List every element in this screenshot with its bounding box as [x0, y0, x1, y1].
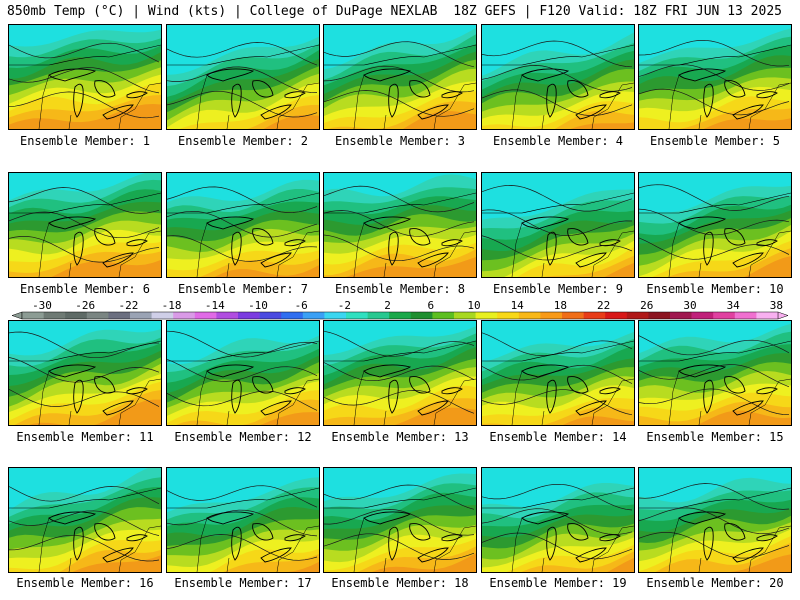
ensemble-member-label-12: Ensemble Member: 12 — [174, 430, 312, 444]
ensemble-member-label-20: Ensemble Member: 20 — [646, 576, 784, 590]
colorbar-segment — [302, 312, 325, 319]
colorbar-tick-label: 2 — [384, 300, 391, 312]
ensemble-member-label-2: Ensemble Member: 2 — [177, 134, 309, 148]
ensemble-map-10 — [638, 172, 792, 278]
colorbar-tick-label: -14 — [205, 300, 225, 312]
colorbar-segment — [540, 312, 563, 319]
ensemble-member-label-6: Ensemble Member: 6 — [19, 282, 151, 296]
colorbar-segment — [583, 312, 606, 319]
run-valid-time: 18Z GEFS | F120 Valid: 18Z FRI JUN 13 20… — [453, 4, 782, 19]
colorbar-tick-label: 6 — [427, 300, 434, 312]
ensemble-member-label-19: Ensemble Member: 19 — [489, 576, 627, 590]
colorbar-segment — [43, 312, 66, 319]
colorbar-tick-label: 22 — [597, 300, 610, 312]
colorbar-tick-label: -26 — [75, 300, 95, 312]
colorbar-tick-label: -18 — [162, 300, 182, 312]
colorbar-segment — [367, 312, 390, 319]
colorbar-segment — [691, 312, 714, 319]
ensemble-map-9 — [481, 172, 635, 278]
ensemble-map-15 — [638, 320, 792, 426]
colorbar-segment — [346, 312, 368, 319]
ensemble-map-17 — [166, 467, 320, 573]
colorbar-tick-label: -2 — [338, 300, 351, 312]
ensemble-map-2 — [166, 24, 320, 130]
colorbar-segment — [238, 312, 260, 319]
colorbar-tick-label: 38 — [770, 300, 783, 312]
ensemble-map-6 — [8, 172, 162, 278]
ensemble-member-label-8: Ensemble Member: 8 — [334, 282, 466, 296]
colorbar-tick-label: 10 — [467, 300, 480, 312]
colorbar-segment — [562, 312, 584, 319]
colorbar-segment — [713, 312, 736, 319]
colorbar-segment — [497, 312, 520, 319]
ensemble-map-8 — [323, 172, 477, 278]
colorbar-tick-label: -30 — [32, 300, 52, 312]
colorbar-segment — [670, 312, 692, 319]
colorbar-segment — [281, 312, 304, 319]
ensemble-member-label-7: Ensemble Member: 7 — [177, 282, 309, 296]
colorbar-tick-label: -6 — [295, 300, 308, 312]
colorbar-segment — [734, 312, 757, 319]
colorbar-tick-label: 30 — [683, 300, 696, 312]
ensemble-map-5 — [638, 24, 792, 130]
ensemble-member-label-1: Ensemble Member: 1 — [19, 134, 151, 148]
colorbar-segment — [648, 312, 671, 319]
ensemble-member-label-14: Ensemble Member: 14 — [489, 430, 627, 444]
colorbar-tick-label: 34 — [727, 300, 741, 312]
ensemble-member-label-4: Ensemble Member: 4 — [492, 134, 624, 148]
ensemble-member-label-13: Ensemble Member: 13 — [331, 430, 469, 444]
ensemble-map-19 — [481, 467, 635, 573]
colorbar-segment — [475, 312, 498, 319]
ensemble-member-label-10: Ensemble Member: 10 — [646, 282, 784, 296]
colorbar-segment — [151, 312, 174, 319]
ensemble-member-label-5: Ensemble Member: 5 — [649, 134, 781, 148]
ensemble-map-11 — [8, 320, 162, 426]
colorbar-segment — [518, 312, 541, 319]
colorbar-tick-label: -22 — [118, 300, 138, 312]
colorbar-segment — [410, 312, 433, 319]
colorbar-segment — [65, 312, 88, 319]
colorbar-tick-label: -10 — [248, 300, 268, 312]
colorbar-high-arrow — [777, 311, 789, 320]
ensemble-map-12 — [166, 320, 320, 426]
colorbar-segment — [22, 312, 44, 319]
colorbar-low-arrow — [11, 311, 23, 320]
ensemble-member-label-17: Ensemble Member: 17 — [174, 576, 312, 590]
colorbar-tick-label: 18 — [554, 300, 567, 312]
colorbar-tick-label: 14 — [511, 300, 525, 312]
ensemble-map-18 — [323, 467, 477, 573]
colorbar-segment — [86, 312, 109, 319]
colorbar-segment — [454, 312, 476, 319]
colorbar-tick-label: 26 — [640, 300, 653, 312]
colorbar-segment — [756, 312, 779, 319]
ensemble-member-label-3: Ensemble Member: 3 — [334, 134, 466, 148]
ensemble-map-4 — [481, 24, 635, 130]
colorbar-segment — [432, 312, 455, 319]
map-title: 850mb Temp (°C) | Wind (kts) | College o… — [7, 4, 438, 19]
ensemble-map-13 — [323, 320, 477, 426]
colorbar-segment — [605, 312, 628, 319]
temperature-color-scale: -30 -26 -22 -18 -14 -10 -6 -2 2 6 10 14 18 22 26 30 34 38… — [11, 300, 789, 320]
ensemble-member-label-18: Ensemble Member: 18 — [331, 576, 469, 590]
colorbar-segment — [216, 312, 239, 319]
colorbar-segment — [194, 312, 217, 319]
ensemble-map-1 — [8, 24, 162, 130]
ensemble-map-16 — [8, 467, 162, 573]
colorbar-segment — [173, 312, 196, 319]
colorbar-segment — [108, 312, 131, 319]
ensemble-map-7 — [166, 172, 320, 278]
ensemble-member-label-15: Ensemble Member: 15 — [646, 430, 784, 444]
ensemble-map-20 — [638, 467, 792, 573]
ensemble-member-label-9: Ensemble Member: 9 — [492, 282, 624, 296]
ensemble-map-3 — [323, 24, 477, 130]
ensemble-map-14 — [481, 320, 635, 426]
ensemble-member-label-16: Ensemble Member: 16 — [16, 576, 154, 590]
colorbar-segment — [324, 312, 347, 319]
ensemble-member-label-11: Ensemble Member: 11 — [16, 430, 154, 444]
colorbar-segment — [130, 312, 152, 319]
colorbar-segment — [259, 312, 282, 319]
colorbar-segment — [389, 312, 412, 319]
colorbar-segment — [626, 312, 649, 319]
